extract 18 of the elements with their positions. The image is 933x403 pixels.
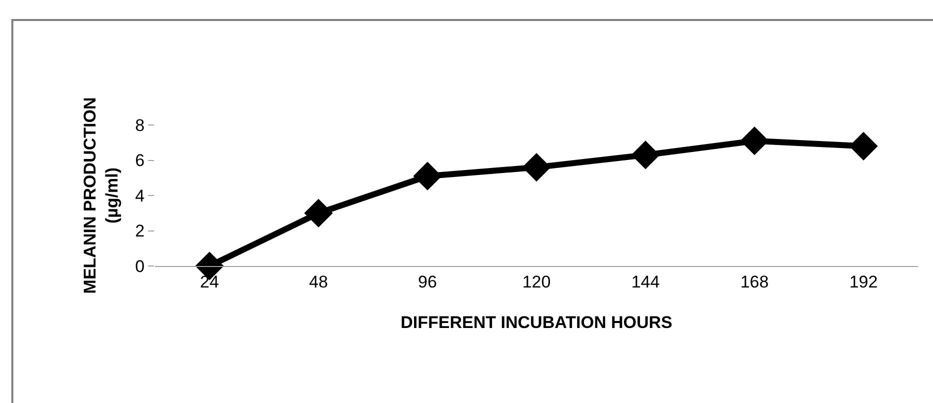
x-tick-label: 96 bbox=[418, 272, 437, 292]
x-tick-label: 24 bbox=[200, 272, 219, 292]
x-tick-label: 120 bbox=[522, 272, 551, 292]
point bbox=[413, 162, 442, 190]
y-tick-label: 0 bbox=[135, 256, 145, 276]
x-tick-label: 144 bbox=[631, 272, 660, 292]
x-tick-label: 192 bbox=[849, 272, 878, 292]
point bbox=[631, 140, 660, 170]
y-axis-title: MELANIN PRODUCTION (µg/ml) bbox=[80, 97, 122, 294]
y-tick-label: 8 bbox=[135, 116, 145, 135]
y-tick-label: 2 bbox=[135, 222, 145, 241]
x-tick-label: 48 bbox=[309, 272, 328, 292]
x-tick-label: 168 bbox=[740, 272, 769, 292]
point bbox=[522, 153, 551, 182]
y-tick-label: 4 bbox=[135, 186, 145, 206]
y-tick-label: 6 bbox=[135, 151, 145, 170]
x-axis-title: DIFFERENT INCUBATION HOURS bbox=[400, 312, 672, 332]
point bbox=[304, 198, 333, 228]
